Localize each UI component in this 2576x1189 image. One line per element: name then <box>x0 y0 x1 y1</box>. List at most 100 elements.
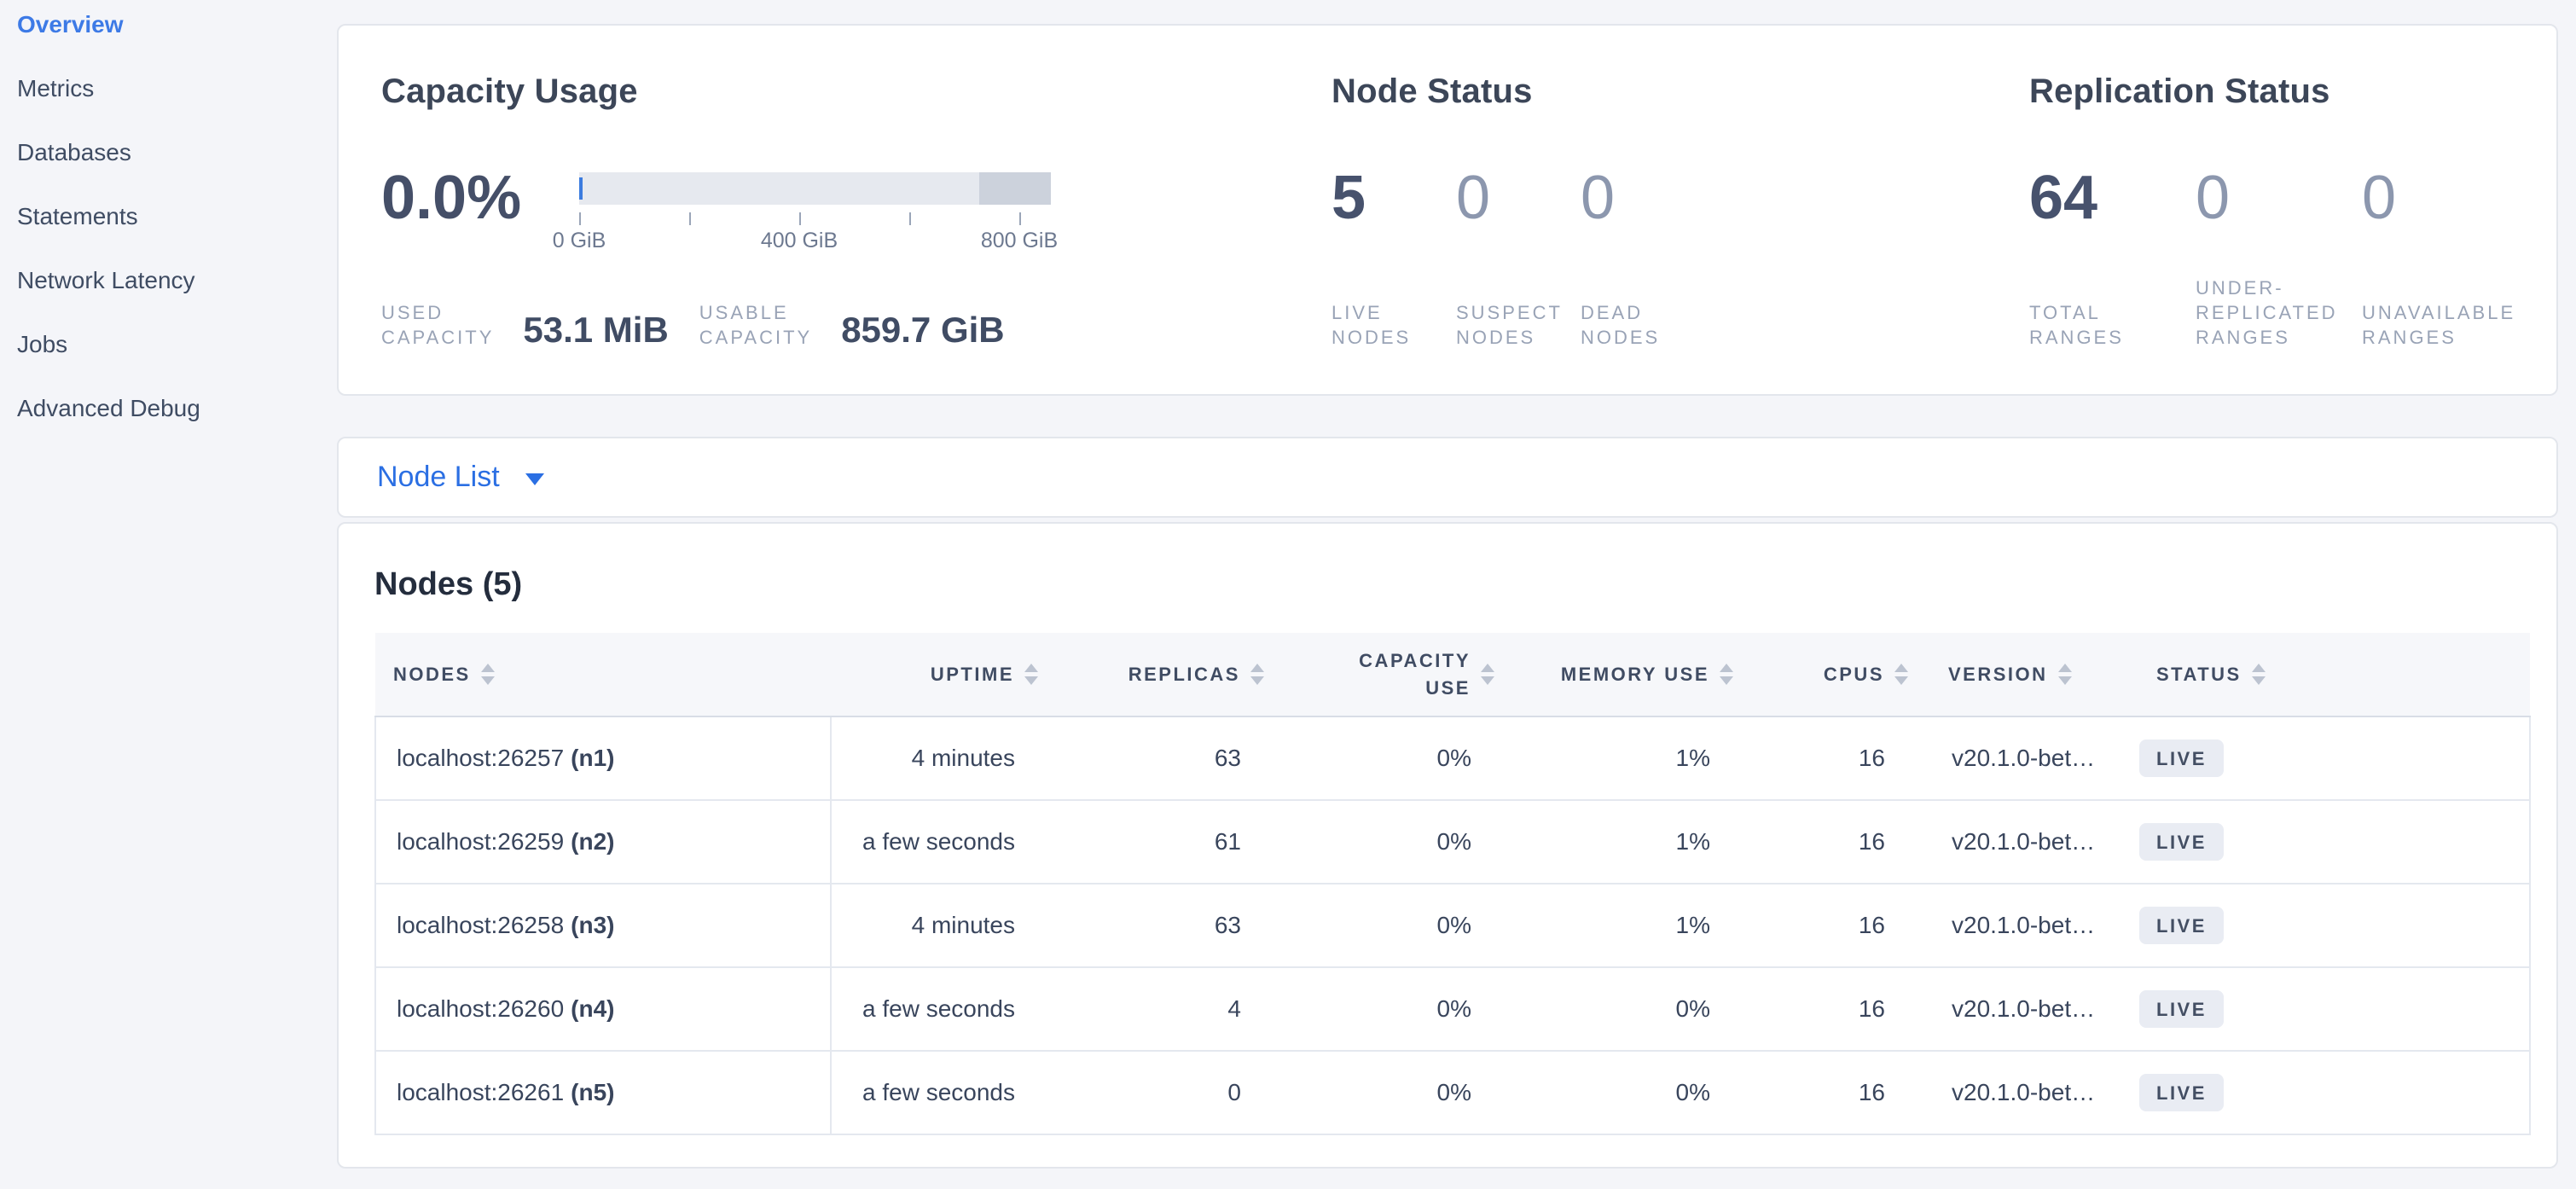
node-name-cell: localhost:26259 (n2) <box>374 800 832 884</box>
column-header-memory-use[interactable]: MEMORY USE <box>1517 633 1755 717</box>
status-badge: LIVE <box>2139 1074 2224 1111</box>
column-header-nodes[interactable]: NODES <box>375 633 831 717</box>
status-cell: LIVE <box>2118 1051 2531 1135</box>
capacity-used-percent: 0.0% <box>381 164 522 232</box>
sidebar-item-advanced-debug[interactable]: Advanced Debug <box>17 394 200 421</box>
node-status-values: 5 0 0 <box>1332 167 1705 229</box>
sidebar-item-statements[interactable]: Statements <box>17 202 138 229</box>
node-row[interactable]: localhost:26261 (n5) a few seconds 0 0% 0… <box>374 1051 2531 1135</box>
cpus-cell: 16 <box>1755 800 1930 884</box>
column-header-label: NODES <box>393 663 471 685</box>
live-nodes-label: LIVE NODES <box>1332 301 1412 348</box>
dead-nodes-label: DEAD NODES <box>1581 301 1661 348</box>
column-header-label: CAPACITY USE <box>1359 649 1471 699</box>
version-cell: v20.1.0-bet… <box>1930 884 2118 968</box>
version-cell: v20.1.0-bet… <box>1930 967 2118 1052</box>
column-header-status[interactable]: STATUS <box>2118 633 2530 717</box>
sort-icon <box>1024 663 1038 685</box>
unavailable-ranges-label: UNAVAILABLE RANGES <box>2362 301 2516 348</box>
node-status-panel: Node Status 5 0 0 LIVE NODES SUSPECT NOD… <box>1332 26 2029 394</box>
node-row[interactable]: localhost:26258 (n3) 4 minutes 63 0% 1% 1… <box>374 884 2531 968</box>
column-header-uptime[interactable]: UPTIME <box>831 633 1060 717</box>
nodes-table-header-row: NODES UPTIME REPLICAS CAPACITY USE MEMOR… <box>375 633 2530 717</box>
sidebar-item-network-latency[interactable]: Network Latency <box>17 266 195 293</box>
under-replicated-ranges-label: UNDER- REPLICATED RANGES <box>2196 276 2338 348</box>
memory-use-cell: 1% <box>1517 800 1755 884</box>
sidebar-item-databases[interactable]: Databases <box>17 138 131 165</box>
node-list-dropdown[interactable]: Node List <box>377 461 544 494</box>
capacity-gauge: 0 GiB 400 GiB 800 GiB <box>553 172 1058 283</box>
capacity-gauge-used-tick <box>579 177 583 200</box>
status-badge: LIVE <box>2139 907 2224 944</box>
dead-nodes-value: 0 <box>1581 164 1616 232</box>
usable-capacity-stat: USABLE CAPACITY 859.7 GiB <box>699 300 1005 350</box>
status-cell: LIVE <box>2118 967 2531 1052</box>
unavailable-ranges-value: 0 <box>2362 164 2397 232</box>
node-name-cell: localhost:26261 (n5) <box>374 1051 832 1135</box>
cpus-cell: 16 <box>1755 884 1930 968</box>
under-replicated-ranges-value: 0 <box>2196 164 2231 232</box>
node-row[interactable]: localhost:26259 (n2) a few seconds 61 0% … <box>374 800 2531 884</box>
column-header-label: VERSION <box>1948 663 2048 685</box>
status-badge: LIVE <box>2139 823 2224 861</box>
gauge-axis-tick <box>909 212 911 225</box>
cpus-cell: 16 <box>1755 716 1930 801</box>
node-name-cell: localhost:26258 (n3) <box>374 884 832 968</box>
usable-capacity-value: 859.7 GiB <box>841 310 1005 351</box>
capacity-use-cell: 0% <box>1286 1051 1517 1135</box>
column-header-capacity-use[interactable]: CAPACITY USE <box>1286 633 1517 717</box>
memory-use-cell: 1% <box>1517 716 1755 801</box>
column-header-cpus[interactable]: CPUS <box>1755 633 1930 717</box>
capacity-gauge-reserved-segment <box>979 172 1051 205</box>
status-cell: LIVE <box>2118 716 2531 801</box>
node-row[interactable]: localhost:26260 (n4) a few seconds 4 0% 0… <box>374 967 2531 1052</box>
node-name-cell: localhost:26260 (n4) <box>374 967 832 1052</box>
capacity-use-cell: 0% <box>1286 800 1517 884</box>
cpus-cell: 16 <box>1755 967 1930 1052</box>
capacity-stats-row: USED CAPACITY 53.1 MiB USABLE CAPACITY 8… <box>381 300 1036 350</box>
sidebar-nav-list: Overview Metrics Databases Statements Ne… <box>0 0 337 440</box>
suspect-nodes-label: SUSPECT NODES <box>1456 301 1563 348</box>
uptime-cell: a few seconds <box>831 1051 1060 1135</box>
capacity-use-cell: 0% <box>1286 716 1517 801</box>
sort-icon <box>2251 663 2266 685</box>
column-header-replicas[interactable]: REPLICAS <box>1060 633 1286 717</box>
column-header-label: REPLICAS <box>1128 663 1240 685</box>
sidebar-item-metrics[interactable]: Metrics <box>17 74 95 102</box>
gauge-axis-label: 0 GiB <box>552 229 606 252</box>
replication-status-panel: Replication Status 64 0 0 TOTAL RANGES U… <box>2029 26 2541 394</box>
total-ranges-label: TOTAL RANGES <box>2029 301 2124 348</box>
sort-icon <box>480 663 495 685</box>
gauge-axis-tick <box>799 212 801 225</box>
node-list-card: Node List <box>337 437 2558 518</box>
sidebar: Overview Metrics Databases Statements Ne… <box>0 0 337 1189</box>
replication-labels: TOTAL RANGES UNDER- REPLICATED RANGES UN… <box>2029 269 2528 350</box>
gauge-axis-tick <box>1019 212 1021 225</box>
nodes-table-card: Nodes (5) NODES UPTIME REPLICAS CAPACITY… <box>337 522 2558 1169</box>
replicas-cell: 0 <box>1060 1051 1286 1135</box>
live-nodes-value: 5 <box>1332 164 1366 232</box>
column-header-label: UPTIME <box>930 663 1014 685</box>
capacity-use-cell: 0% <box>1286 967 1517 1052</box>
uptime-cell: a few seconds <box>831 967 1060 1052</box>
used-capacity-stat: USED CAPACITY 53.1 MiB <box>381 300 669 350</box>
status-badge: LIVE <box>2139 740 2224 777</box>
used-capacity-value: 53.1 MiB <box>523 310 669 351</box>
column-header-version[interactable]: VERSION <box>1930 633 2118 717</box>
capacity-usage-title: Capacity Usage <box>381 72 638 110</box>
node-row[interactable]: localhost:26257 (n1) 4 minutes 63 0% 1% 1… <box>374 716 2531 801</box>
memory-use-cell: 0% <box>1517 1051 1755 1135</box>
sidebar-item-jobs[interactable]: Jobs <box>17 330 68 357</box>
sidebar-item-overview[interactable]: Overview <box>17 10 124 38</box>
node-status-title: Node Status <box>1332 72 1533 110</box>
capacity-gauge-track <box>579 172 1051 205</box>
status-cell: LIVE <box>2118 884 2531 968</box>
column-header-label: MEMORY USE <box>1560 663 1709 685</box>
capacity-usage-panel: Capacity Usage 0.0% 0 GiB 400 GiB 800 Gi… <box>381 26 1332 394</box>
replicas-cell: 4 <box>1060 967 1286 1052</box>
gauge-axis-label: 800 GiB <box>980 229 1059 252</box>
uptime-cell: 4 minutes <box>831 884 1060 968</box>
status-cell: LIVE <box>2118 800 2531 884</box>
node-status-labels: LIVE NODES SUSPECT NODES DEAD NODES <box>1332 269 1705 350</box>
